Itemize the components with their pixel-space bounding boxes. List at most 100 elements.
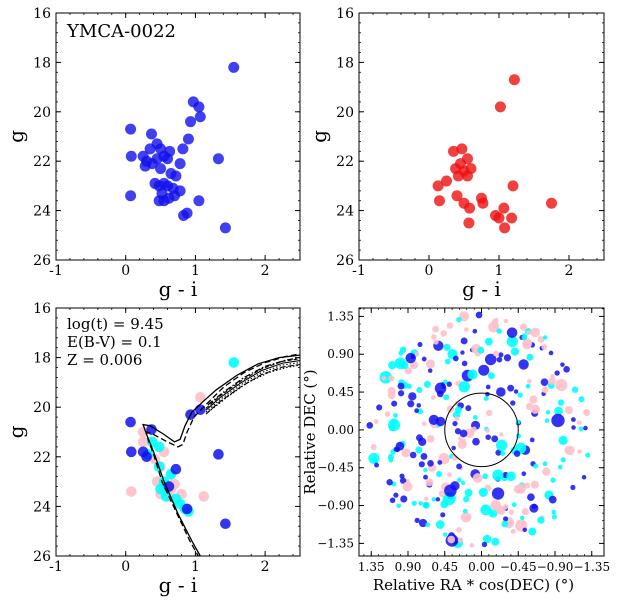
star-point: [472, 328, 478, 334]
star-point: [464, 488, 473, 497]
star-point: [481, 541, 488, 548]
star-point: [506, 327, 518, 338]
star-point: [485, 428, 490, 434]
x-tick-label: 1: [191, 559, 200, 575]
star-point: [461, 438, 466, 443]
data-point: [219, 222, 231, 234]
y-tick-label: 16: [33, 301, 51, 317]
panel-bottom-left: -1 0 1 2 16 18 20 22 24 26 g - i g log(t) = 9.45E(B-…: [4, 301, 301, 597]
star-point: [503, 516, 509, 522]
x-tick-label: -1: [49, 559, 63, 575]
star-point: [464, 327, 469, 332]
star-point: [496, 387, 506, 397]
data-point-pink: [125, 486, 137, 497]
data-point-cyan: [228, 357, 240, 368]
star-point: [487, 372, 495, 380]
star-point: [401, 448, 411, 458]
star-point: [510, 347, 520, 356]
y-tick-label: 22: [33, 154, 51, 170]
star-point: [530, 480, 539, 489]
data-point: [162, 153, 174, 165]
y-tick-label: −0.45: [317, 461, 354, 475]
star-point: [400, 361, 409, 370]
star-point: [499, 432, 504, 437]
star-point: [373, 419, 379, 424]
star-point: [529, 395, 538, 404]
plot-area: [366, 311, 591, 548]
star-point: [422, 501, 430, 509]
star-point: [528, 527, 537, 536]
annotation: log(t) = 9.45: [67, 315, 164, 333]
star-point: [399, 473, 405, 479]
star-point: [496, 328, 502, 334]
star-point: [435, 416, 446, 427]
star-point: [396, 503, 402, 509]
star-point: [480, 504, 492, 516]
star-point: [430, 395, 436, 400]
star-point: [451, 454, 458, 461]
star-point: [493, 350, 500, 357]
y-tick-label: 26: [336, 253, 354, 269]
star-point: [511, 502, 517, 508]
star-point: [410, 354, 416, 360]
star-point: [484, 353, 497, 366]
data-point: [146, 128, 158, 140]
star-point: [503, 354, 512, 362]
star-point: [544, 418, 550, 423]
star-point: [500, 451, 506, 456]
annotation: E(B-V) = 0.1: [67, 333, 162, 351]
star-point: [418, 501, 423, 506]
star-point: [384, 411, 391, 417]
data-point: [155, 163, 167, 175]
star-point: [520, 520, 526, 527]
star-point: [436, 471, 443, 478]
star-point: [425, 522, 431, 528]
star-point: [418, 461, 425, 468]
data-point: [144, 143, 156, 155]
star-point: [387, 386, 396, 395]
isochrone-rgb-branch: [205, 362, 300, 413]
star-point: [372, 457, 378, 463]
star-point: [431, 334, 437, 340]
star-point: [491, 537, 500, 546]
star-point: [522, 340, 532, 350]
star-point: [393, 446, 399, 452]
data-point: [448, 145, 459, 157]
isochrone-dashdot: [207, 356, 300, 406]
star-point: [397, 382, 405, 390]
star-point: [414, 517, 420, 523]
data-point: [493, 212, 505, 224]
star-point: [518, 359, 529, 370]
star-point: [469, 543, 475, 548]
x-axis-label: g - i: [462, 277, 501, 301]
isochrone-solid: [142, 354, 300, 556]
x-tick-label: 2: [565, 263, 574, 279]
star-point: [495, 439, 508, 452]
data-point: [462, 170, 473, 182]
star-point: [583, 408, 591, 417]
star-point: [517, 392, 523, 398]
star-point: [483, 395, 489, 402]
x-tick-label: 2: [261, 263, 270, 279]
star-point: [583, 425, 588, 431]
y-tick-label: 18: [33, 351, 51, 367]
data-point: [212, 153, 224, 165]
star-point: [554, 370, 560, 376]
data-point-cyan: [155, 483, 166, 495]
data-point: [182, 133, 194, 145]
star-point: [414, 352, 420, 357]
star-point: [424, 496, 429, 501]
star-point: [404, 366, 412, 375]
star-point: [570, 484, 576, 490]
star-point: [426, 435, 435, 443]
star-point: [393, 492, 399, 498]
data-point: [507, 180, 519, 192]
star-point: [577, 449, 582, 454]
star-point: [557, 464, 563, 470]
x-axis-label: g - i: [159, 573, 198, 597]
data-point-pink: [195, 391, 206, 403]
annotation: Z = 0.006: [67, 351, 142, 369]
star-point: [402, 481, 413, 492]
x-tick-label: 0.45: [431, 560, 458, 574]
star-point: [578, 396, 585, 403]
